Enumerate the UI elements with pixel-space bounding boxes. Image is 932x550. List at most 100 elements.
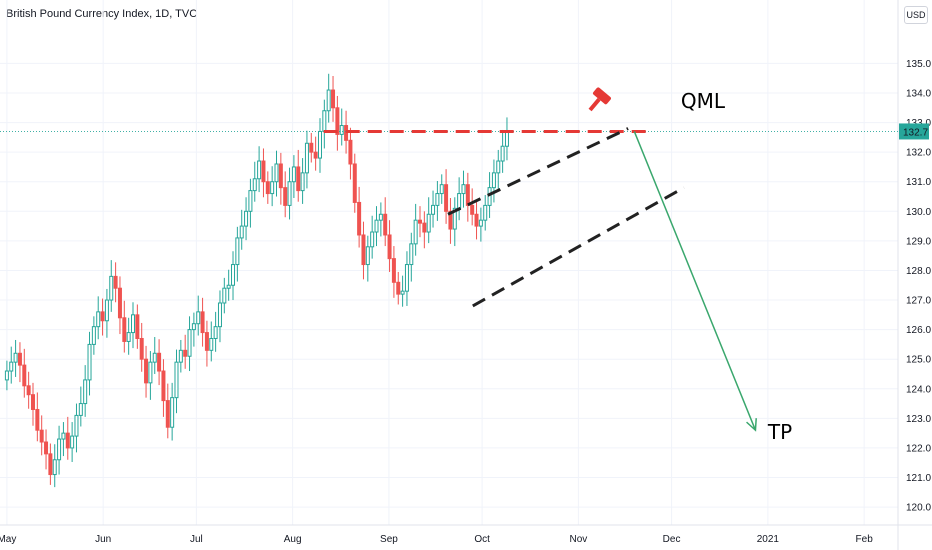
candle-body	[331, 89, 336, 109]
candle-body	[278, 163, 283, 189]
candle-body	[57, 438, 62, 461]
y-tick-label: 122.0	[906, 443, 931, 454]
candle-body	[352, 163, 357, 203]
annotations: QML TP	[681, 89, 792, 444]
candle-body	[378, 213, 383, 221]
candle-body	[35, 408, 40, 431]
last-price-label: 132.7	[903, 127, 928, 138]
candle-body	[413, 219, 418, 245]
candle-body	[404, 264, 409, 292]
candle-body	[235, 237, 240, 266]
candle-body	[161, 370, 166, 402]
candle-body	[470, 204, 475, 215]
candle-body	[431, 204, 436, 215]
candle-body	[487, 187, 492, 206]
candle-body	[252, 178, 257, 192]
candle-body	[265, 181, 270, 195]
candle-body	[322, 110, 327, 132]
last-price-badge	[899, 123, 929, 140]
candle-body	[74, 414, 79, 437]
candle-body	[126, 332, 131, 342]
candle-body	[78, 403, 83, 416]
candle-body	[291, 166, 296, 183]
candle-body	[65, 432, 70, 449]
x-tick-label: Jul	[190, 534, 203, 545]
candle-body	[22, 364, 27, 387]
candle-body	[152, 352, 157, 363]
channel-upper-line	[447, 127, 629, 216]
candle-body	[370, 231, 375, 248]
candle-body	[231, 264, 236, 286]
candle-body	[339, 125, 344, 135]
candle-body	[26, 385, 31, 396]
y-axis: 120.0 121.0 122.0 123.0 124.0 125.0 126.0 127.0…	[897, 0, 931, 550]
candle-body	[383, 213, 388, 236]
candle-body	[222, 287, 227, 304]
candle-body	[122, 317, 127, 342]
candle-body	[461, 184, 466, 195]
x-tick-label: Sep	[380, 534, 398, 545]
x-axis: May Jun Jul Aug Sep Oct Nov Dec 2021 Feb	[0, 524, 932, 545]
candle-body	[335, 107, 340, 135]
y-tick-label: 135.0	[906, 59, 931, 70]
candle-body	[48, 453, 53, 476]
candle-body	[13, 352, 18, 363]
candle-body	[217, 302, 222, 328]
candle-body	[296, 166, 301, 192]
candle-body	[496, 160, 501, 174]
candle-body	[257, 160, 262, 180]
candle-body	[39, 429, 44, 443]
candle-body	[504, 130, 509, 147]
candle-body	[204, 332, 209, 351]
y-tick-label: 126.0	[906, 325, 931, 336]
candle-body	[396, 281, 401, 295]
candle-body	[244, 210, 249, 227]
candle-body	[491, 172, 496, 189]
candle-body	[70, 435, 75, 449]
candle-body	[213, 326, 218, 339]
candle-body	[139, 337, 144, 360]
x-tick-label: Aug	[284, 534, 302, 545]
candle-body	[61, 432, 66, 440]
candle-body	[209, 337, 214, 351]
x-tick-label: Dec	[663, 534, 681, 545]
candle-body	[357, 201, 362, 236]
candle-body	[474, 213, 479, 227]
y-tick-label: 134.0	[906, 89, 931, 100]
candle-body	[287, 181, 292, 206]
candle-body	[326, 89, 331, 112]
candle-body	[374, 219, 379, 233]
candle-body	[196, 311, 201, 325]
candle-body	[183, 349, 188, 357]
candle-body	[17, 352, 22, 366]
candle-body	[170, 397, 175, 428]
candle-body	[200, 311, 205, 334]
candle-body	[313, 151, 318, 159]
candle-body	[239, 225, 244, 239]
candle-body	[248, 190, 253, 212]
candle-body	[174, 361, 179, 399]
candle-body	[422, 222, 427, 233]
candle-body	[274, 163, 279, 183]
candle-body	[104, 299, 109, 322]
candle-body	[457, 193, 462, 209]
currency-button[interactable]: USD	[904, 6, 928, 24]
candle-body	[478, 219, 483, 227]
candle-body	[400, 290, 405, 295]
x-tick-label: Nov	[570, 534, 588, 545]
candle-body	[9, 361, 14, 372]
candle-body	[91, 326, 96, 345]
x-tick-label: 2021	[757, 534, 780, 545]
candle-body	[44, 441, 49, 455]
candle-body	[87, 343, 92, 381]
candle-body	[165, 400, 170, 428]
candle-body	[361, 234, 366, 266]
candle-body	[435, 193, 440, 206]
candle-body	[309, 142, 314, 153]
candle-body	[300, 172, 305, 192]
y-tick-label: 120.0	[906, 503, 931, 514]
candle-body	[226, 284, 231, 289]
drawings	[0, 87, 898, 432]
y-tick-label: 121.0	[906, 473, 931, 484]
